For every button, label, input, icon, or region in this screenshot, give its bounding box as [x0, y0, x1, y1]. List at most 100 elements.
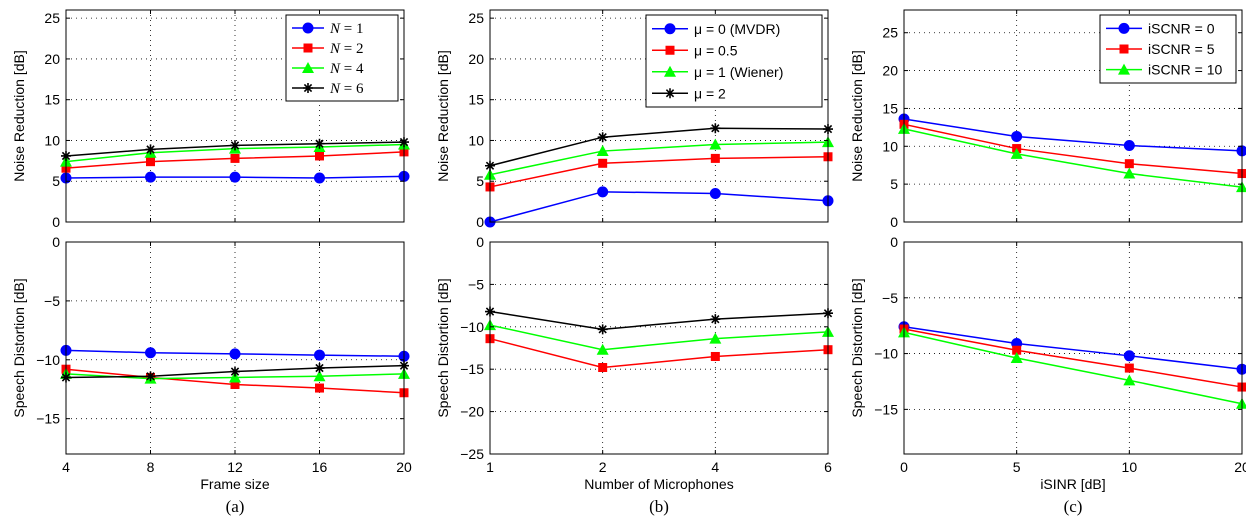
series-line-b-top-3: [489, 127, 829, 167]
axes-frame: [489, 241, 829, 455]
data-point-a-top-0-2: [229, 171, 241, 183]
legend-marker: [665, 45, 675, 55]
axes-frame: [903, 9, 1243, 223]
data-point-b-bottom-2-2: [709, 332, 722, 344]
y-tick-label: −5: [882, 290, 898, 306]
data-point-a-top-3-2: [230, 140, 240, 151]
legend-label-var: N: [329, 21, 341, 37]
y-tick-label: 0: [52, 214, 60, 230]
data-point-b-top-0-1: [597, 186, 609, 198]
data-point-c-top-2-1: [1010, 147, 1023, 159]
legend-marker: [302, 62, 314, 73]
y-axis-label: Speech Distortion [dB]: [849, 278, 865, 417]
x-tick-label: 4: [62, 459, 70, 475]
series-line-c-bottom-0: [903, 326, 1243, 370]
x-axis-label: Frame size: [200, 476, 269, 492]
data-point-c-bottom-2-3: [1236, 397, 1246, 409]
data-point-c-top-2-2: [1123, 167, 1136, 179]
data-point-b-top-2-2: [709, 138, 722, 150]
data-point-a-bottom-3-2: [230, 366, 240, 377]
series-line-b-bottom-3: [489, 310, 829, 331]
legend-label: N = 6: [329, 81, 364, 97]
legend-label-eq: = 2: [340, 41, 363, 57]
panel-caption: (c): [1064, 497, 1083, 516]
data-point-c-top-2-3: [1236, 181, 1246, 193]
y-tick-label: 25: [882, 25, 898, 41]
y-tick-label: 10: [468, 132, 484, 148]
y-tick-label: 5: [890, 176, 898, 192]
y-tick-label: 0: [476, 214, 484, 230]
legend-marker: [303, 83, 313, 93]
data-point-c-bottom-1-2: [1124, 363, 1134, 373]
data-point-a-top-3-3: [314, 138, 325, 149]
data-point-c-bottom-0-2: [1123, 350, 1135, 362]
y-tick-label: 10: [44, 132, 60, 148]
legend-marker: [664, 65, 676, 77]
data-point-a-top-3-1: [145, 144, 156, 155]
y-tick-label: −10: [36, 352, 60, 368]
y-tick-label: 20: [468, 51, 484, 67]
data-point-b-top-1-2: [710, 153, 720, 163]
legend: μ = 0 (MVDR) μ = 0.5 μ = 1 (Wiener) μ = 2: [645, 14, 823, 108]
y-tick-label: 20: [44, 51, 60, 67]
data-point-a-bottom-1-3: [315, 383, 324, 393]
y-tick-label: 0: [890, 214, 898, 230]
legend-label-var: N: [329, 41, 341, 57]
data-point-c-bottom-2-1: [1010, 352, 1023, 364]
y-axis-label: Noise Reduction [dB]: [11, 50, 27, 182]
data-point-a-bottom-3-1: [145, 371, 156, 382]
x-tick-label: 20: [396, 459, 412, 475]
data-point-a-top-1-1: [146, 157, 155, 167]
legend-label: μ = 0.5: [694, 42, 738, 58]
legend-label-eq: = 6: [340, 81, 364, 97]
y-tick-label: 0: [890, 234, 898, 250]
legend-box: [645, 14, 823, 108]
x-tick-label: 8: [147, 459, 155, 475]
panel-caption: (b): [649, 497, 669, 516]
x-axis-label: iSINR [dB]: [1040, 476, 1105, 492]
y-tick-label: 0: [476, 234, 484, 250]
data-point-c-top-0-1: [1011, 130, 1023, 142]
data-point-b-bottom-3-1: [597, 324, 608, 335]
y-tick-label: 15: [468, 92, 484, 108]
legend-label-eq: = 4: [340, 61, 364, 77]
legend-label: N = 4: [329, 61, 364, 77]
legend-label: iSCNR = 5: [1148, 41, 1215, 57]
x-tick-label: 2: [599, 459, 607, 475]
y-tick-label: −20: [460, 404, 484, 420]
y-tick-label: −10: [460, 319, 484, 335]
legend-marker: [302, 22, 314, 34]
y-axis-label: Speech Distortion [dB]: [435, 278, 451, 417]
legend-marker: [1118, 63, 1130, 75]
series-line-c-bottom-2: [903, 331, 1243, 405]
data-point-b-bottom-2-1: [596, 343, 609, 355]
legend-label: N = 1: [329, 21, 363, 37]
x-tick-label: 4: [711, 459, 719, 475]
data-point-c-bottom-2-2: [1123, 374, 1136, 386]
data-point-a-bottom-1-2: [230, 380, 240, 390]
x-tick-label: 12: [227, 459, 243, 475]
data-point-b-top-2-1: [596, 145, 609, 157]
x-tick-label: 20: [1234, 459, 1246, 475]
legend: N = 1N = 2N = 4N = 6: [285, 14, 399, 102]
y-tick-label: −10: [874, 346, 898, 362]
legend-label: μ = 2: [694, 85, 726, 101]
series-line-c-bottom-1: [903, 328, 1243, 388]
data-point-b-top-0-2: [709, 187, 721, 199]
legend-label-eq: = 1: [340, 21, 363, 37]
series-line-b-bottom-2: [489, 324, 829, 351]
data-point-a-bottom-0-2: [229, 348, 241, 360]
y-tick-label: −15: [874, 401, 898, 417]
y-tick-label: 5: [52, 173, 60, 189]
legend-label: iSCNR = 10: [1148, 62, 1223, 78]
data-point-a-bottom-2-3: [313, 370, 326, 382]
y-tick-label: 25: [468, 10, 484, 26]
y-tick-label: 15: [44, 92, 60, 108]
y-tick-label: −15: [36, 411, 60, 427]
series-line-b-top-1: [489, 156, 829, 188]
series-line-b-bottom-1: [489, 337, 829, 369]
x-tick-label: 1: [486, 459, 494, 475]
data-point-a-top-1-2: [230, 153, 240, 163]
